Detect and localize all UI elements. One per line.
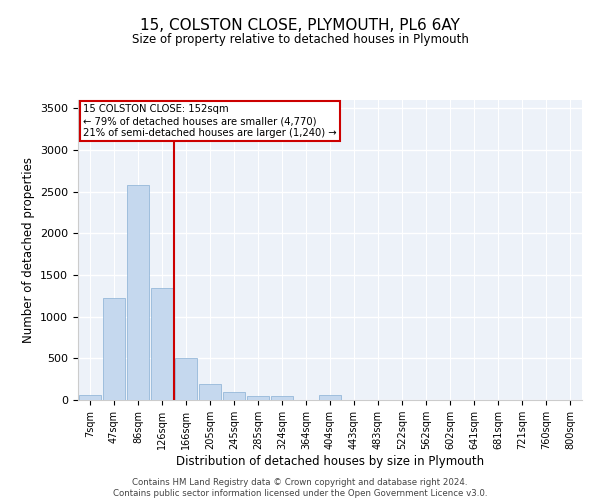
Y-axis label: Number of detached properties: Number of detached properties bbox=[22, 157, 35, 343]
Text: 15 COLSTON CLOSE: 152sqm
← 79% of detached houses are smaller (4,770)
21% of sem: 15 COLSTON CLOSE: 152sqm ← 79% of detach… bbox=[83, 104, 337, 138]
Bar bbox=[247, 396, 269, 400]
Bar bbox=[127, 185, 149, 400]
Bar bbox=[151, 288, 173, 400]
Bar bbox=[79, 395, 101, 400]
Bar bbox=[223, 392, 245, 400]
Text: 15, COLSTON CLOSE, PLYMOUTH, PL6 6AY: 15, COLSTON CLOSE, PLYMOUTH, PL6 6AY bbox=[140, 18, 460, 32]
Text: Size of property relative to detached houses in Plymouth: Size of property relative to detached ho… bbox=[131, 32, 469, 46]
Bar bbox=[271, 396, 293, 400]
Text: Contains HM Land Registry data © Crown copyright and database right 2024.
Contai: Contains HM Land Registry data © Crown c… bbox=[113, 478, 487, 498]
Bar bbox=[319, 396, 341, 400]
Bar bbox=[103, 298, 125, 400]
Bar bbox=[175, 358, 197, 400]
X-axis label: Distribution of detached houses by size in Plymouth: Distribution of detached houses by size … bbox=[176, 455, 484, 468]
Bar bbox=[199, 384, 221, 400]
